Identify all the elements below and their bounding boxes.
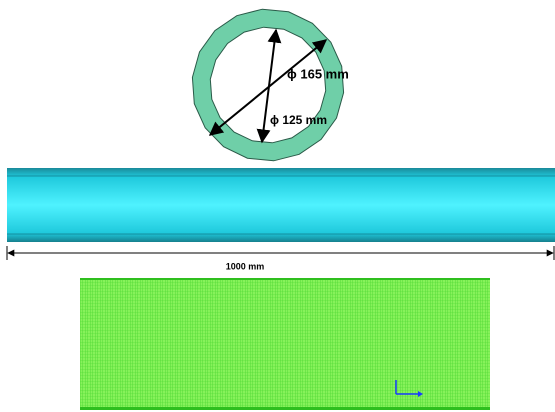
pipe [7,168,555,242]
figure: ϕ 165 mm ϕ 125 mm 1000 mm [0,0,555,412]
mesh-edge [80,278,490,280]
outer-diameter-label: ϕ 165 mm [287,66,349,81]
inner-diameter-label: ϕ 125 mm [270,113,327,127]
mesh [80,278,490,410]
length-label: 1000 mm [226,261,265,271]
pipe-section [192,9,343,161]
mesh-edge [80,407,490,410]
